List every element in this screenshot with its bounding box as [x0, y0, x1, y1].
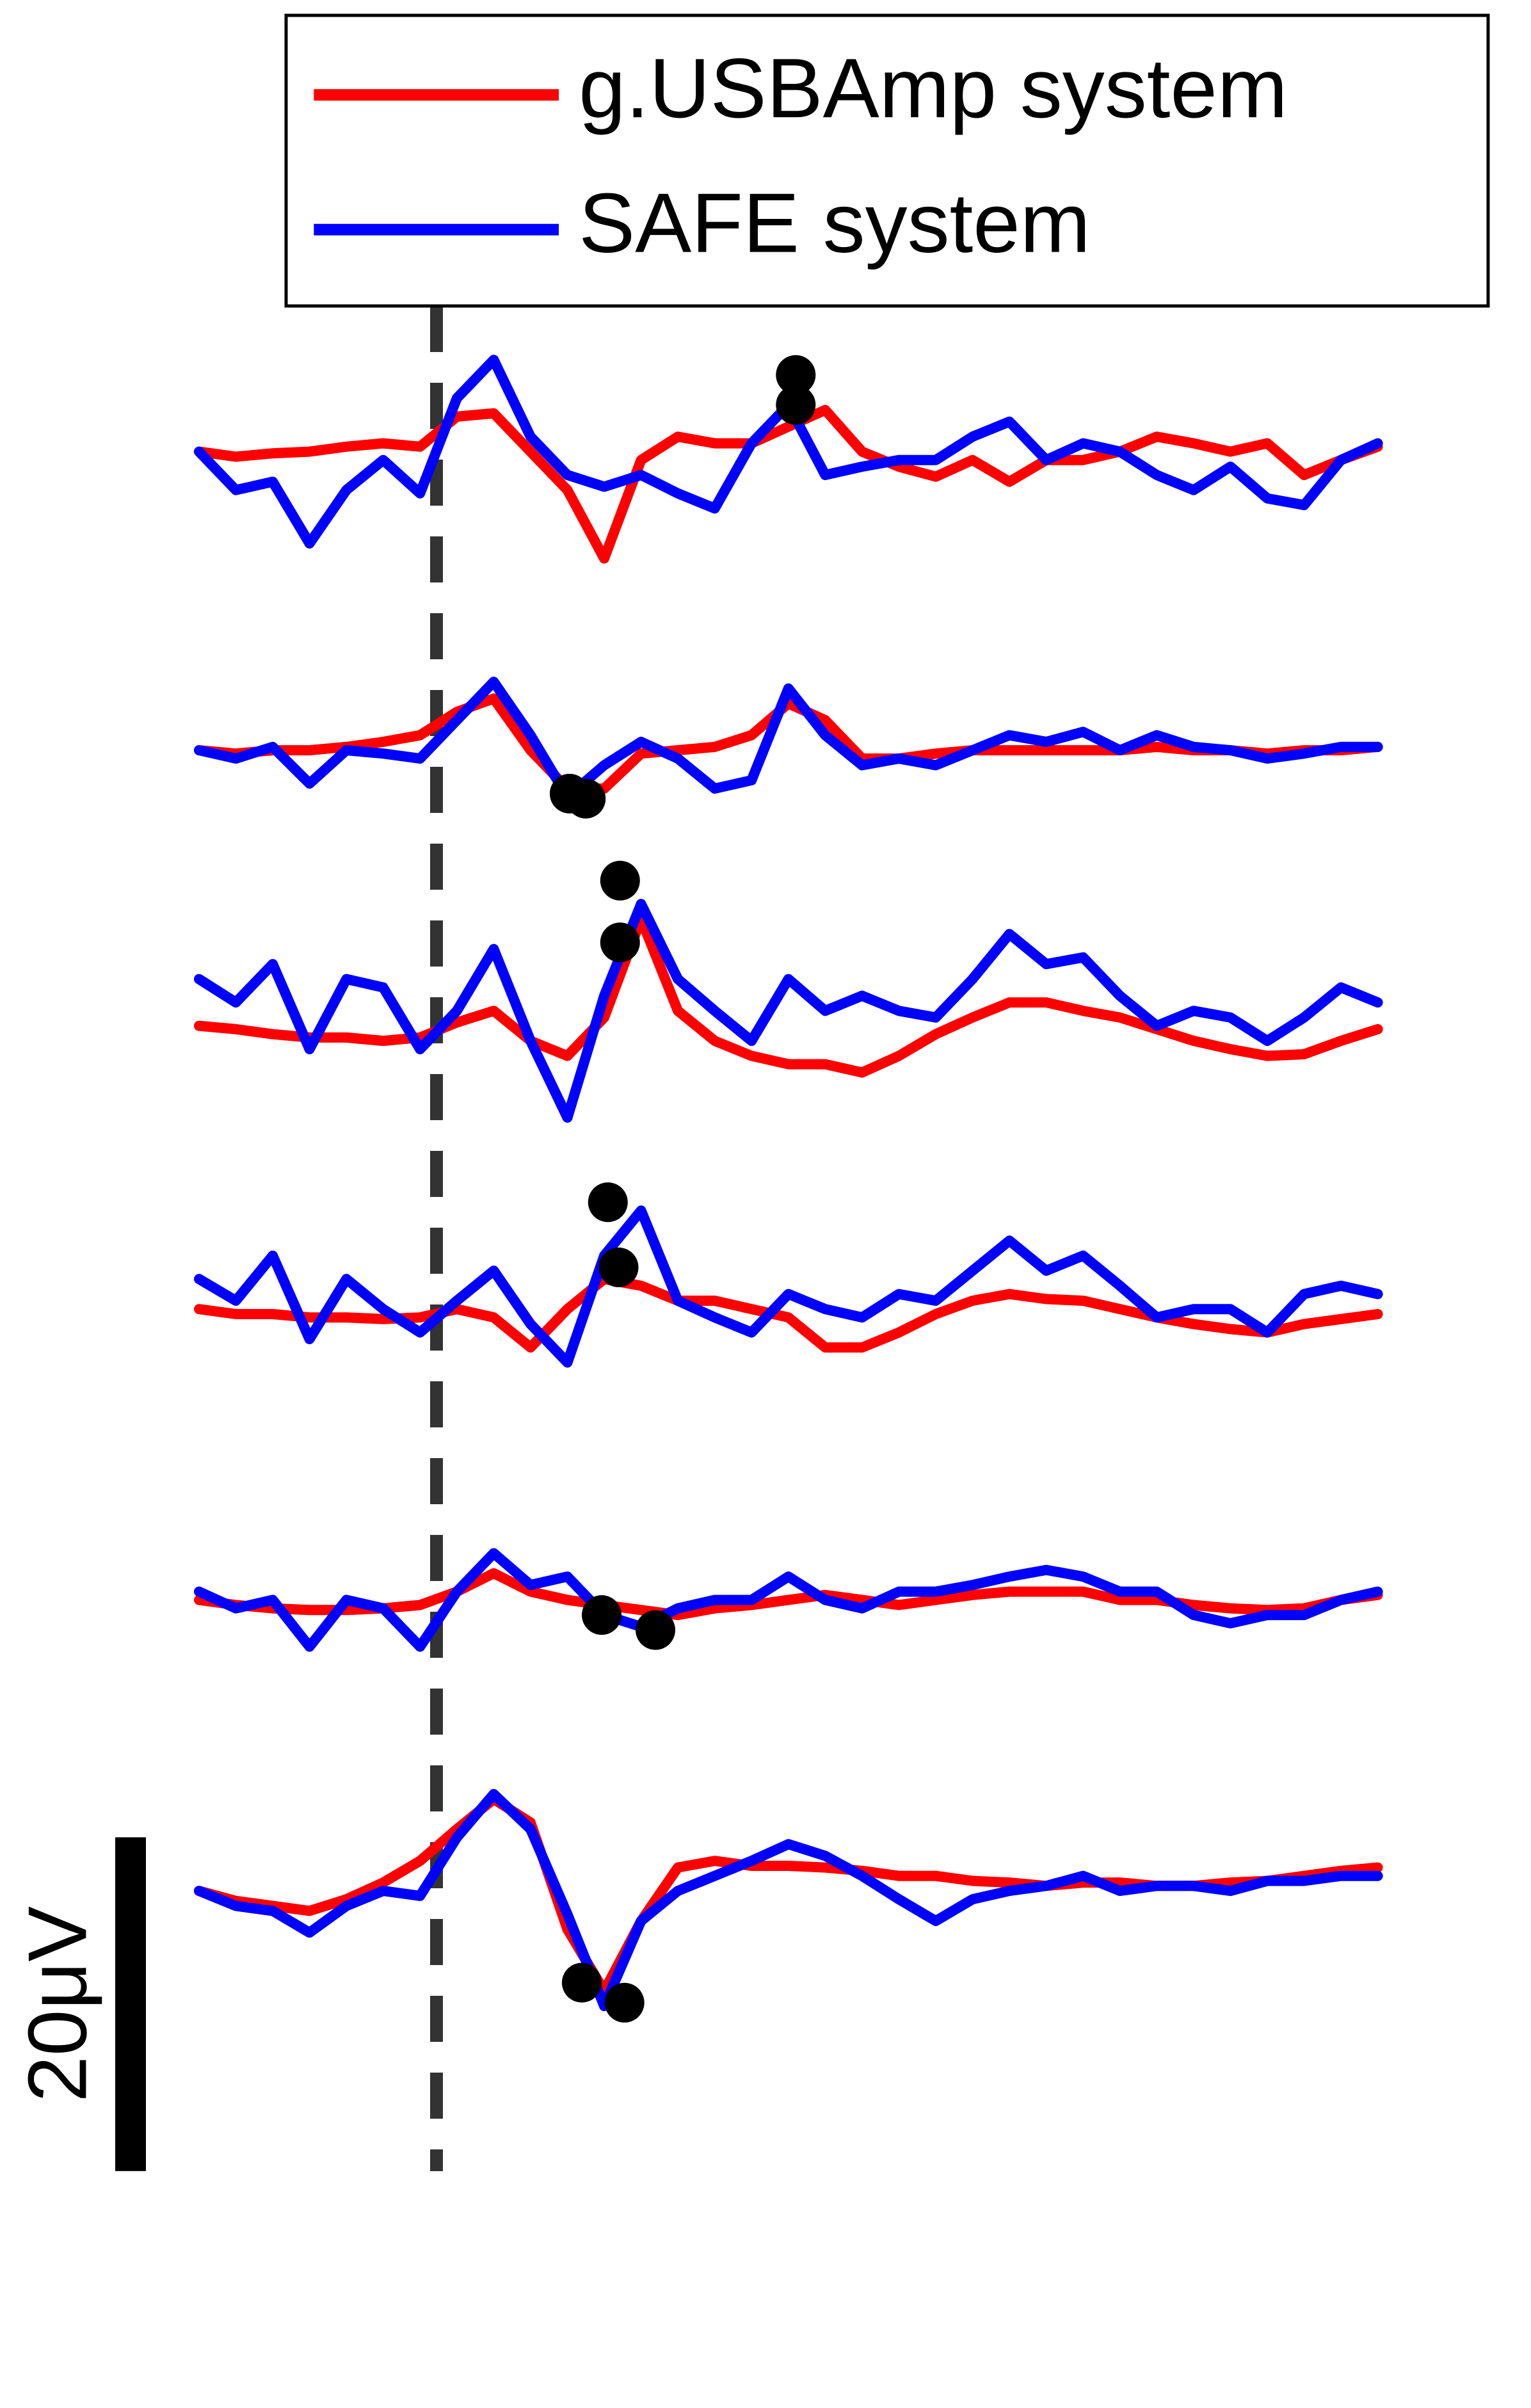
- peak-marker: [604, 1982, 645, 2023]
- peak-marker: [598, 1247, 639, 1287]
- peak-marker: [776, 355, 816, 395]
- peak-marker: [581, 1595, 621, 1635]
- trace: [194, 1548, 1383, 1652]
- trace: [194, 913, 1383, 1078]
- legend-label: SAFE system: [579, 176, 1090, 270]
- trace: [194, 1205, 1383, 1368]
- peak-marker: [636, 1610, 676, 1650]
- peak-marker: [776, 385, 816, 425]
- trace: [194, 693, 1383, 794]
- peak-marker: [561, 1963, 602, 2003]
- trace: [194, 1788, 1383, 2011]
- legend-label: g.USBAmp system: [579, 41, 1288, 135]
- trace: [194, 899, 1383, 1123]
- scale-bar: [115, 1837, 146, 2171]
- peak-marker: [588, 1182, 628, 1223]
- peak-marker: [566, 778, 606, 819]
- legend-box: [284, 13, 1490, 308]
- scale-bar-label: 20μV: [10, 1906, 104, 2103]
- trace: [194, 405, 1383, 564]
- peak-marker: [600, 922, 640, 963]
- peak-marker: [600, 860, 640, 901]
- trace: [194, 677, 1383, 803]
